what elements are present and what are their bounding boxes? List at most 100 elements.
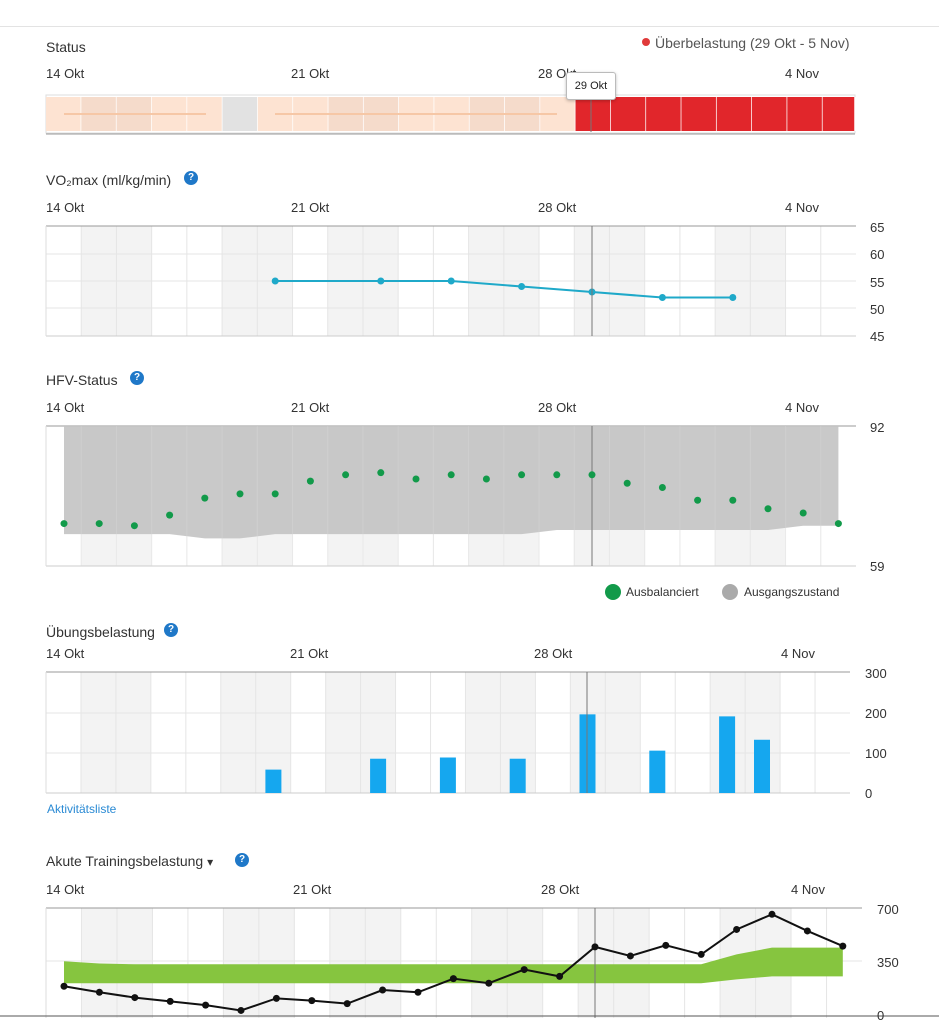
hrv-date-label: 21 Okt xyxy=(291,400,330,415)
training-load-y-tick: 200 xyxy=(865,706,887,721)
status-day-cell xyxy=(822,97,855,131)
activity-list-link[interactable]: Aktivitätsliste xyxy=(47,802,117,816)
status-day-cell xyxy=(575,97,611,131)
training-load-bar xyxy=(649,750,666,793)
status-day-cell xyxy=(610,97,647,131)
training-load-bar xyxy=(439,757,456,793)
training-load-y-tick: 100 xyxy=(865,746,887,761)
hrv-data-point xyxy=(694,496,702,504)
acute-weekend-band xyxy=(613,908,650,1018)
hrv-data-point xyxy=(166,511,174,519)
acute-optimal-range-band xyxy=(64,947,843,984)
vo2max-y-tick: 50 xyxy=(870,302,885,317)
hrv-data-point xyxy=(482,475,490,483)
hrv-data-point xyxy=(658,484,666,492)
training-load-date-label: 14 Okt xyxy=(46,646,85,661)
hrv-data-point xyxy=(553,471,561,479)
status-title: Status xyxy=(46,39,86,55)
hrv-data-point xyxy=(447,471,455,479)
acute-data-point xyxy=(343,1000,351,1008)
acute-load-dropdown[interactable]: Akute Trainingsbelastung ▾ xyxy=(46,853,213,869)
vo2max-date-label: 28 Okt xyxy=(538,200,577,215)
hrv-data-point xyxy=(236,490,244,498)
status-date-label: 14 Okt xyxy=(46,66,85,81)
acute-weekend-band xyxy=(471,908,508,1018)
status-day-cell xyxy=(787,97,823,131)
hrv-data-point xyxy=(764,505,772,513)
hrv-data-point xyxy=(588,471,596,479)
acute-date-label: 4 Nov xyxy=(791,882,825,897)
vo2max-date-label: 21 Okt xyxy=(291,200,330,215)
acute-date-label: 28 Okt xyxy=(541,882,580,897)
training-load-weekend-band xyxy=(605,672,641,793)
hrv-data-point xyxy=(342,471,350,479)
acute-data-point xyxy=(379,986,387,994)
vo2max-data-point xyxy=(518,283,526,290)
acute-data-point xyxy=(237,1006,245,1014)
vo2max-y-tick: 65 xyxy=(870,220,885,235)
training-load-bar xyxy=(509,758,526,793)
hrv-data-point xyxy=(95,520,103,528)
acute-data-point xyxy=(272,994,280,1002)
acute-weekend-band xyxy=(507,908,543,1018)
acute-date-label: 21 Okt xyxy=(293,882,332,897)
vo2max-data-point xyxy=(377,277,385,285)
acute-data-point xyxy=(166,997,174,1005)
acute-data-point xyxy=(202,1001,210,1009)
vo2max-data-point xyxy=(271,277,279,285)
vo2max-title: VO₂max (ml/kg/min) xyxy=(46,172,172,188)
training-load-bar xyxy=(370,758,387,793)
hrv-data-point xyxy=(518,471,526,479)
acute-weekend-band xyxy=(116,908,153,1018)
acute-data-point xyxy=(60,982,68,990)
overload-legend-dot xyxy=(642,38,650,46)
acute-weekend-band xyxy=(578,908,614,1018)
acute-data-point xyxy=(662,941,670,949)
acute-load-help-icon[interactable]: ? xyxy=(235,853,249,867)
hrv-help-icon[interactable]: ? xyxy=(130,371,144,385)
hrv-date-label: 4 Nov xyxy=(785,400,819,415)
training-load-date-label: 21 Okt xyxy=(290,646,329,661)
hrv-date-label: 28 Okt xyxy=(538,400,577,415)
vo2max-y-tick: 60 xyxy=(870,247,885,262)
baseline-legend-label: Ausgangszustand xyxy=(744,585,840,599)
training-load-help-icon[interactable]: ? xyxy=(164,623,178,637)
vo2max-y-tick: 45 xyxy=(870,329,885,344)
acute-weekend-band xyxy=(365,908,401,1018)
training-load-date-label: 4 Nov xyxy=(781,646,815,661)
status-day-cell xyxy=(752,97,788,131)
training-load-weekend-band xyxy=(465,672,501,793)
hrv-baseline-band xyxy=(64,426,839,539)
acute-data-point xyxy=(449,975,457,983)
acute-data-point xyxy=(591,943,599,951)
acute-data-point xyxy=(414,988,422,996)
training-load-y-tick: 0 xyxy=(865,786,873,801)
acute-y-tick: 700 xyxy=(877,902,899,917)
top-divider xyxy=(0,26,939,27)
acute-data-point xyxy=(839,942,847,950)
acute-weekend-band xyxy=(223,908,259,1018)
training-load-y-tick: 300 xyxy=(865,666,887,681)
hrv-title: HFV-Status xyxy=(46,372,118,388)
acute-data-point xyxy=(131,994,139,1002)
acute-data-point xyxy=(768,910,776,918)
dropdown-arrow-icon: ▾ xyxy=(207,855,214,869)
status-day-cell xyxy=(716,97,752,131)
vo2max-data-point xyxy=(658,294,666,301)
acute-data-point xyxy=(697,950,705,958)
acute-y-tick: 0 xyxy=(877,1008,885,1023)
training-load-bar xyxy=(265,769,282,793)
balanced-legend-dot xyxy=(605,584,621,600)
acute-data-point xyxy=(733,925,741,933)
training-load-bar xyxy=(719,716,736,793)
vo2max-help-icon[interactable]: ? xyxy=(184,171,198,185)
acute-data-point xyxy=(626,952,634,960)
hrv-data-point xyxy=(799,509,807,517)
hrv-data-point xyxy=(412,475,420,483)
acute-load-title: Akute Trainingsbelastung xyxy=(46,853,204,869)
hrv-data-point xyxy=(130,522,138,530)
hrv-data-point xyxy=(306,477,314,485)
status-day-cell xyxy=(222,97,258,131)
training-load-title: Übungsbelastung xyxy=(46,624,155,640)
